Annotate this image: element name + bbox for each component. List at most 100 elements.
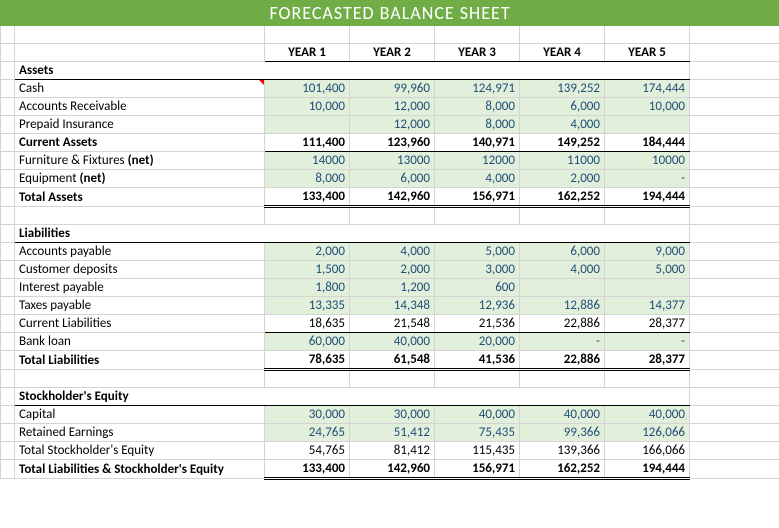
tle-y3: 156,971 (435, 460, 520, 479)
prepaid-y3[interactable]: 8,000 (435, 116, 520, 134)
ip-y4[interactable] (520, 279, 605, 297)
row-total-le: Total Liabilities & Stockholder's Equity… (1, 460, 779, 479)
cd-y1[interactable]: 1,500 (265, 261, 350, 279)
te-y1: 54,765 (265, 442, 350, 460)
cd-y4[interactable]: 4,000 (520, 261, 605, 279)
re-label: Retained Earnings (15, 424, 265, 442)
eq-y1[interactable]: 8,000 (265, 170, 350, 188)
cap-y4[interactable]: 40,000 (520, 406, 605, 424)
equity-heading: Stockholder's Equity (15, 388, 690, 406)
furn-y1[interactable]: 14000 (265, 152, 350, 170)
cl-y3: 21,536 (435, 315, 520, 333)
col-year1: YEAR 1 (265, 44, 350, 62)
ap-y5[interactable]: 9,000 (605, 243, 690, 261)
ap-y3[interactable]: 5,000 (435, 243, 520, 261)
cash-y4[interactable]: 139,252 (520, 80, 605, 98)
eq-y4[interactable]: 2,000 (520, 170, 605, 188)
tl-y1: 78,635 (265, 351, 350, 370)
balance-sheet-table: FORECASTED BALANCE SHEET YEAR 1 YEAR 2 Y… (0, 0, 779, 480)
eq-y5[interactable]: - (605, 170, 690, 188)
ar-y1[interactable]: 10,000 (265, 98, 350, 116)
eq-y3[interactable]: 4,000 (435, 170, 520, 188)
te-y4: 139,366 (520, 442, 605, 460)
re-y5[interactable]: 126,066 (605, 424, 690, 442)
row-ip: Interest payable 1,800 1,200 600 (1, 279, 779, 297)
furn-y2[interactable]: 13000 (350, 152, 435, 170)
row-total-liab: Total Liabilities 78,635 61,548 41,536 2… (1, 351, 779, 370)
furniture-label: Furniture & Fixtures (net) (15, 152, 265, 170)
bank-y1[interactable]: 60,000 (265, 333, 350, 351)
tp-y4[interactable]: 12,886 (520, 297, 605, 315)
cash-label: Cash (15, 80, 265, 98)
ap-y4[interactable]: 6,000 (520, 243, 605, 261)
tp-y1[interactable]: 13,335 (265, 297, 350, 315)
equipment-label: Equipment (net) (15, 170, 265, 188)
ar-y5[interactable]: 10,000 (605, 98, 690, 116)
tp-y5[interactable]: 14,377 (605, 297, 690, 315)
current-assets-label: Current Assets (15, 134, 265, 152)
ip-y3[interactable]: 600 (435, 279, 520, 297)
re-y3[interactable]: 75,435 (435, 424, 520, 442)
row-cash: Cash 101,400 99,960 124,971 139,252 174,… (1, 80, 779, 98)
tp-y3[interactable]: 12,936 (435, 297, 520, 315)
furn-y5[interactable]: 10000 (605, 152, 690, 170)
ar-y2[interactable]: 12,000 (350, 98, 435, 116)
cd-y2[interactable]: 2,000 (350, 261, 435, 279)
bank-y5[interactable]: - (605, 333, 690, 351)
tl-y4: 22,886 (520, 351, 605, 370)
re-y4[interactable]: 99,366 (520, 424, 605, 442)
prepaid-y4[interactable]: 4,000 (520, 116, 605, 134)
ip-y5[interactable] (605, 279, 690, 297)
ip-y1[interactable]: 1,800 (265, 279, 350, 297)
prepaid-y1[interactable] (265, 116, 350, 134)
furn-y4[interactable]: 11000 (520, 152, 605, 170)
tp-y2[interactable]: 14,348 (350, 297, 435, 315)
section-liabilities: Liabilities (1, 225, 779, 243)
row-furniture: Furniture & Fixtures (net) 14000 13000 1… (1, 152, 779, 170)
bank-y4[interactable]: - (520, 333, 605, 351)
liabilities-heading: Liabilities (15, 225, 690, 243)
prepaid-label: Prepaid Insurance (15, 116, 265, 134)
cash-y3[interactable]: 124,971 (435, 80, 520, 98)
row-bank: Bank loan 60,000 40,000 20,000 - - (1, 333, 779, 351)
ca-y3: 140,971 (435, 134, 520, 152)
cap-y1[interactable]: 30,000 (265, 406, 350, 424)
blank-row-3 (1, 370, 779, 388)
cd-y3[interactable]: 3,000 (435, 261, 520, 279)
prepaid-y2[interactable]: 12,000 (350, 116, 435, 134)
re-y2[interactable]: 51,412 (350, 424, 435, 442)
cap-y3[interactable]: 40,000 (435, 406, 520, 424)
cash-y5[interactable]: 174,444 (605, 80, 690, 98)
cash-y2[interactable]: 99,960 (350, 80, 435, 98)
ap-y1[interactable]: 2,000 (265, 243, 350, 261)
row-ap: Accounts payable 2,000 4,000 5,000 6,000… (1, 243, 779, 261)
ar-y4[interactable]: 6,000 (520, 98, 605, 116)
total-assets-label: Total Assets (15, 188, 265, 207)
cap-y5[interactable]: 40,000 (605, 406, 690, 424)
cl-y1: 18,635 (265, 315, 350, 333)
ip-y2[interactable]: 1,200 (350, 279, 435, 297)
furn-y3[interactable]: 12000 (435, 152, 520, 170)
te-y5: 166,066 (605, 442, 690, 460)
cl-y4: 22,886 (520, 315, 605, 333)
ar-y3[interactable]: 8,000 (435, 98, 520, 116)
row-tp: Taxes payable 13,335 14,348 12,936 12,88… (1, 297, 779, 315)
eq-y2[interactable]: 6,000 (350, 170, 435, 188)
cash-y1[interactable]: 101,400 (265, 80, 350, 98)
total-le-label: Total Liabilities & Stockholder's Equity (15, 460, 265, 479)
row-current-liab: Current Liabilities 18,635 21,548 21,536… (1, 315, 779, 333)
prepaid-y5[interactable] (605, 116, 690, 134)
re-y1[interactable]: 24,765 (265, 424, 350, 442)
cl-y2: 21,548 (350, 315, 435, 333)
row-capital: Capital 30,000 30,000 40,000 40,000 40,0… (1, 406, 779, 424)
ap-y2[interactable]: 4,000 (350, 243, 435, 261)
tl-y3: 41,536 (435, 351, 520, 370)
ip-label: Interest payable (15, 279, 265, 297)
bank-y3[interactable]: 20,000 (435, 333, 520, 351)
cd-y5[interactable]: 5,000 (605, 261, 690, 279)
cap-y2[interactable]: 30,000 (350, 406, 435, 424)
bank-y2[interactable]: 40,000 (350, 333, 435, 351)
title-row: FORECASTED BALANCE SHEET (1, 1, 779, 26)
cd-label: Customer deposits (15, 261, 265, 279)
ar-label: Accounts Receivable (15, 98, 265, 116)
